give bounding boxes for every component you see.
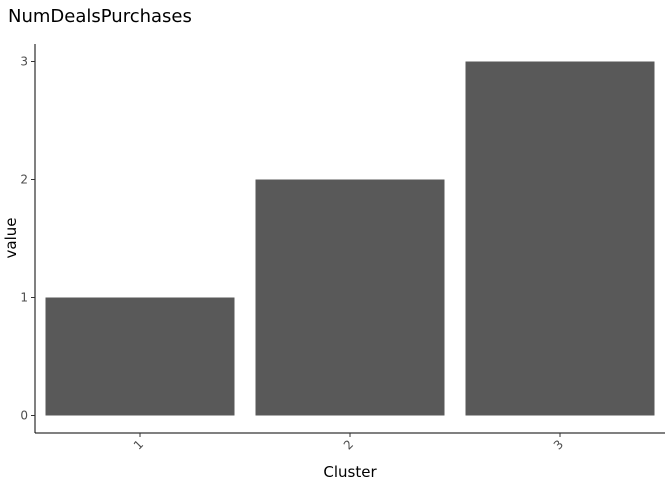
bar-cluster-3	[465, 61, 655, 416]
y-tick-label: 0	[20, 409, 28, 423]
bars-group	[45, 61, 655, 416]
x-axis-ticks: 1 2 3	[131, 433, 566, 453]
x-axis-title: Cluster	[323, 463, 377, 480]
bar-cluster-2	[255, 179, 445, 416]
chart-title: NumDealsPurchases	[8, 6, 192, 27]
x-tick-label: 2	[341, 437, 356, 452]
x-tick-label: 1	[131, 437, 146, 452]
y-tick-label: 3	[20, 55, 28, 69]
y-axis-ticks: 0 1 2 3	[20, 55, 35, 423]
y-axis-title: value	[2, 218, 20, 259]
y-tick-label: 2	[20, 173, 28, 187]
bar-cluster-1	[45, 297, 235, 416]
x-tick-label: 3	[551, 437, 566, 452]
y-tick-label: 1	[20, 291, 28, 305]
